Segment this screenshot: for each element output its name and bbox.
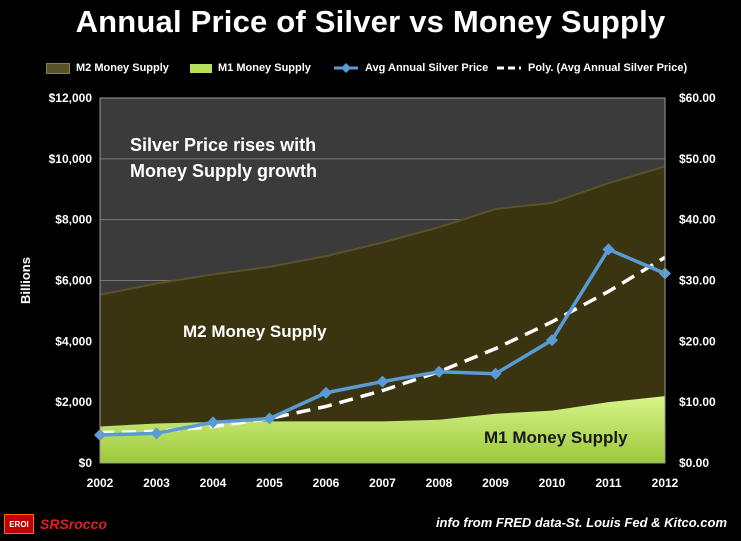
srsrocco-logo: EROI SRSrocco (4, 513, 107, 535)
m2-area-label: M2 Money Supply (183, 322, 327, 341)
x-tick-label: 2009 (482, 476, 509, 490)
silver-price-point (263, 412, 276, 425)
chart-title: Annual Price of Silver vs Money Supply (75, 4, 666, 39)
legend-item-m2: M2 Money Supply (46, 57, 169, 79)
x-tick-label: 2007 (369, 476, 396, 490)
y-right-tick-label: $40.00 (679, 213, 716, 227)
silver-price-point (602, 243, 615, 256)
legend-item-silver: Avg Annual Silver Price (333, 57, 488, 79)
legend-label-poly: Poly. (Avg Annual Silver Price) (528, 62, 688, 74)
y-right-tick-label: $0.00 (679, 456, 709, 470)
silver-price-point (546, 334, 558, 347)
x-tick-label: 2005 (256, 476, 283, 490)
legend-label-m2: M2 Money Supply (76, 62, 169, 74)
y-left-tick-label: $2,000 (55, 395, 92, 409)
x-tick-label: 2012 (652, 476, 679, 490)
x-tick-label: 2004 (200, 476, 227, 490)
silver-price-point (320, 386, 332, 399)
y-left-tick-label: $8,000 (55, 213, 92, 227)
eroi-badge: EROI (4, 514, 34, 534)
m2-area-edge (99, 165, 666, 296)
x-tick-label: 2003 (143, 476, 170, 490)
y-left-tick-label: $4,000 (55, 334, 92, 348)
headline-line-2: Money Supply growth (130, 161, 317, 181)
logo-text: SRSrocco (40, 516, 107, 532)
legend-item-poly: Poly. (Avg Annual Silver Price) (496, 57, 687, 79)
y-right-tick-label: $10.00 (679, 395, 716, 409)
legend-swatch-poly (497, 66, 521, 70)
legend-label-m1: M1 Money Supply (218, 62, 311, 74)
legend-item-m1: M1 Money Supply (190, 57, 311, 79)
x-tick-label: 2002 (87, 476, 114, 490)
y-left-tick-label: $6,000 (55, 274, 92, 288)
silver-price-point (207, 416, 219, 429)
headline-line-1: Silver Price rises with (130, 135, 317, 155)
source-note: info from FRED data-St. Louis Fed & Kitc… (435, 515, 727, 530)
y-left-tick-label: $10,000 (49, 152, 93, 166)
y-left-axis-title: Billions (18, 257, 33, 304)
silver-price-point (150, 427, 163, 440)
y-right-tick-label: $60.00 (679, 91, 716, 105)
x-tick-label: 2010 (539, 476, 566, 490)
y-left-tick-label: $12,000 (49, 91, 93, 105)
x-tick-label: 2008 (426, 476, 453, 490)
m1-area (100, 396, 665, 463)
legend: M2 Money Supply M1 Money Supply Avg Annu… (0, 57, 741, 79)
plot-border (99, 97, 666, 464)
legend-swatch-m2 (46, 62, 70, 74)
x-tick-label: 2011 (595, 476, 621, 490)
y-right-tick-label: $30.00 (679, 274, 716, 288)
headline-annotation: Silver Price rises with Money Supply gro… (130, 132, 317, 184)
x-tick-label: 2006 (313, 476, 340, 490)
legend-label-silver: Avg Annual Silver Price (365, 62, 489, 74)
silver-price-point (433, 365, 445, 378)
y-right-tick-label: $50.00 (679, 152, 716, 166)
legend-swatch-m1 (190, 63, 212, 73)
silver-price-point (376, 375, 389, 388)
m2-area (100, 166, 665, 463)
y-left-tick-label: $0 (79, 456, 93, 470)
legend-swatch-silver (334, 63, 358, 73)
y-right-tick-label: $20.00 (679, 334, 716, 348)
silver-price-point (489, 367, 502, 380)
m1-area-label: M1 Money Supply (484, 428, 628, 447)
